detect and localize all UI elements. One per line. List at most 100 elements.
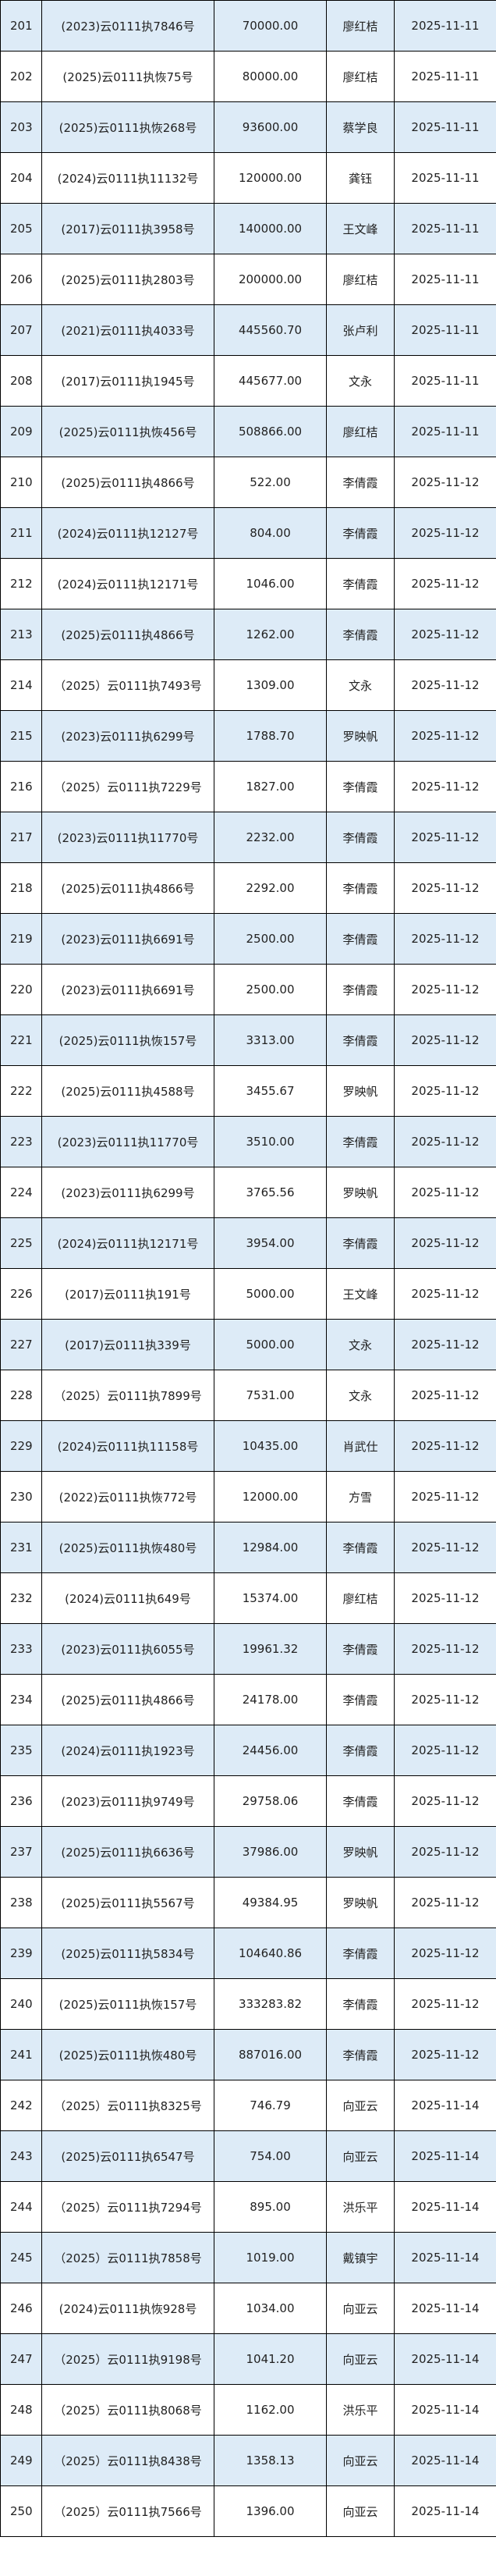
date-cell: 2025-11-12 [394, 558, 496, 609]
handler-name-cell: 文永 [326, 355, 395, 407]
row-index-cell: 211 [0, 507, 42, 559]
handler-name-cell: 龚钰 [326, 152, 395, 204]
amount-cell: 120000.00 [214, 152, 327, 204]
table-row: 225 (2024)云0111执12171号 3954.00 李倩霞 2025-11-1… [0, 1217, 496, 1269]
case-number-cell: （2025）云0111执7229号 [41, 761, 214, 812]
handler-name-cell: 李倩霞 [326, 1116, 395, 1167]
case-number-cell: (2024)云0111执12171号 [41, 558, 214, 609]
date-cell: 2025-11-12 [394, 1167, 496, 1218]
date-cell: 2025-11-12 [394, 2029, 496, 2080]
handler-name-cell: 李倩霞 [326, 609, 395, 660]
amount-cell: 29758.06 [214, 1775, 327, 1827]
handler-name-cell: 廖红桔 [326, 51, 395, 102]
case-number-cell: (2022)云0111执恢772号 [41, 1471, 214, 1523]
handler-name-cell: 廖红桔 [326, 254, 395, 305]
date-cell: 2025-11-11 [394, 254, 496, 305]
row-index-cell: 213 [0, 609, 42, 660]
date-cell: 2025-11-12 [394, 1775, 496, 1827]
case-number-cell: (2025)云0111执4866号 [41, 1674, 214, 1725]
row-index-cell: 248 [0, 2384, 42, 2436]
table-row: 236 (2023)云0111执9749号 29758.06 李倩霞 2025-11-1… [0, 1775, 496, 1827]
date-cell: 2025-11-12 [394, 1725, 496, 1776]
case-number-cell: (2025)云0111执恢456号 [41, 406, 214, 457]
table-row: 239 (2025)云0111执5834号 104640.86 李倩霞 2025-11-… [0, 1928, 496, 1979]
case-number-cell: (2024)云0111执12127号 [41, 507, 214, 559]
table-row: 249 （2025）云0111执8438号 1358.13 向亚云 2025-11-14 [0, 2435, 496, 2486]
table-row: 210 (2025)云0111执4866号 522.00 李倩霞 2025-11-12 [0, 457, 496, 508]
case-number-cell: (2017)云0111执191号 [41, 1268, 214, 1320]
date-cell: 2025-11-12 [394, 1014, 496, 1066]
amount-cell: 508866.00 [214, 406, 327, 457]
handler-name-cell: 王文峰 [326, 203, 395, 254]
row-index-cell: 214 [0, 659, 42, 711]
case-number-cell: (2025)云0111执恢75号 [41, 51, 214, 102]
handler-name-cell: 李倩霞 [326, 1978, 395, 2030]
date-cell: 2025-11-14 [394, 2080, 496, 2131]
date-cell: 2025-11-14 [394, 2130, 496, 2182]
table-row: 218 (2025)云0111执4866号 2292.00 李倩霞 2025-11-12 [0, 862, 496, 914]
table-row: 203 (2025)云0111执恢268号 93600.00 蔡学良 2025-11-1… [0, 101, 496, 153]
case-number-cell: (2021)云0111执4033号 [41, 304, 214, 356]
table-row: 214 （2025）云0111执7493号 1309.00 文永 2025-11-12 [0, 659, 496, 711]
amount-cell: 445677.00 [214, 355, 327, 407]
table-row: 240 (2025)云0111执恢157号 333283.82 李倩霞 2025-11-… [0, 1978, 496, 2030]
date-cell: 2025-11-12 [394, 862, 496, 914]
table-row: 223 (2023)云0111执11770号 3510.00 李倩霞 2025-11-1… [0, 1116, 496, 1167]
table-row: 250 （2025）云0111执7566号 1396.00 向亚云 2025-11-14 [0, 2485, 496, 2537]
case-number-cell: (2017)云0111执3958号 [41, 203, 214, 254]
handler-name-cell: 李倩霞 [326, 558, 395, 609]
handler-name-cell: 李倩霞 [326, 761, 395, 812]
handler-name-cell: 李倩霞 [326, 862, 395, 914]
row-index-cell: 243 [0, 2130, 42, 2182]
date-cell: 2025-11-12 [394, 913, 496, 965]
date-cell: 2025-11-12 [394, 1319, 496, 1370]
case-number-cell: (2023)云0111执7846号 [41, 0, 214, 52]
row-index-cell: 242 [0, 2080, 42, 2131]
row-index-cell: 241 [0, 2029, 42, 2080]
table-row: 231 (2025)云0111执恢480号 12984.00 李倩霞 2025-11-1… [0, 1522, 496, 1573]
amount-cell: 80000.00 [214, 51, 327, 102]
date-cell: 2025-11-12 [394, 1420, 496, 1472]
handler-name-cell: 方雪 [326, 1471, 395, 1523]
date-cell: 2025-11-12 [394, 1928, 496, 1979]
amount-cell: 895.00 [214, 2181, 327, 2233]
amount-cell: 1788.70 [214, 710, 327, 762]
amount-cell: 804.00 [214, 507, 327, 559]
case-number-cell: (2023)云0111执6691号 [41, 964, 214, 1015]
amount-cell: 24456.00 [214, 1725, 327, 1776]
case-number-cell: (2024)云0111执649号 [41, 1572, 214, 1624]
table-row: 215 (2023)云0111执6299号 1788.70 罗映帆 2025-11-12 [0, 710, 496, 762]
handler-name-cell: 李倩霞 [326, 1928, 395, 1979]
case-number-cell: （2025）云0111执7858号 [41, 2232, 214, 2283]
date-cell: 2025-11-11 [394, 152, 496, 204]
amount-cell: 1396.00 [214, 2485, 327, 2537]
date-cell: 2025-11-12 [394, 1978, 496, 2030]
date-cell: 2025-11-12 [394, 1877, 496, 1928]
table-row: 217 (2023)云0111执11770号 2232.00 李倩霞 2025-11-1… [0, 812, 496, 863]
table-row: 232 (2024)云0111执649号 15374.00 廖红桔 2025-11-12 [0, 1572, 496, 1624]
handler-name-cell: 罗映帆 [326, 1826, 395, 1878]
case-number-cell: (2025)云0111执4588号 [41, 1065, 214, 1117]
row-index-cell: 247 [0, 2333, 42, 2385]
case-number-cell: (2023)云0111执6055号 [41, 1623, 214, 1675]
table-row: 201 (2023)云0111执7846号 70000.00 廖红桔 2025-11-1… [0, 0, 496, 52]
case-number-cell: (2025)云0111执4866号 [41, 457, 214, 508]
date-cell: 2025-11-12 [394, 1471, 496, 1523]
row-index-cell: 233 [0, 1623, 42, 1675]
date-cell: 2025-11-14 [394, 2333, 496, 2385]
case-number-cell: (2025)云0111执4866号 [41, 862, 214, 914]
row-index-cell: 224 [0, 1167, 42, 1218]
case-number-cell: (2025)云0111执6636号 [41, 1826, 214, 1878]
date-cell: 2025-11-12 [394, 659, 496, 711]
row-index-cell: 244 [0, 2181, 42, 2233]
amount-cell: 104640.86 [214, 1928, 327, 1979]
case-number-cell: （2025）云0111执7566号 [41, 2485, 214, 2537]
row-index-cell: 230 [0, 1471, 42, 1523]
table-row: 229 (2024)云0111执11158号 10435.00 肖武仕 2025-11-… [0, 1420, 496, 1472]
amount-cell: 10435.00 [214, 1420, 327, 1472]
amount-cell: 7531.00 [214, 1370, 327, 1421]
amount-cell: 1019.00 [214, 2232, 327, 2283]
row-index-cell: 227 [0, 1319, 42, 1370]
handler-name-cell: 肖武仕 [326, 1420, 395, 1472]
amount-cell: 2232.00 [214, 812, 327, 863]
